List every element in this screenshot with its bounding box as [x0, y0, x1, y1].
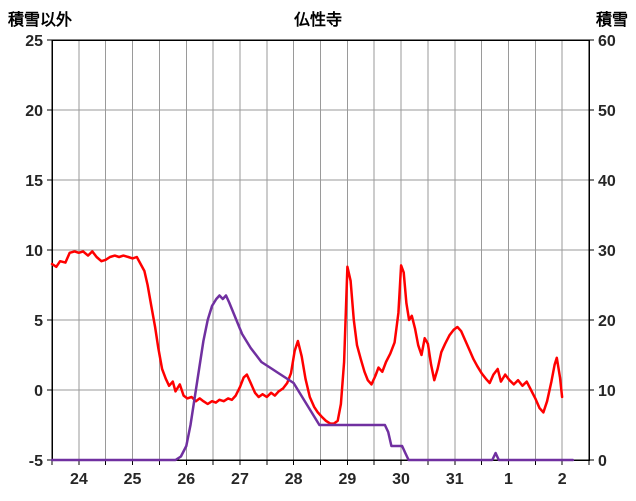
right-axis-tick-label: 60	[598, 33, 616, 50]
left-axis-tick-label: 0	[34, 383, 43, 400]
right-axis-tick-label: 0	[598, 453, 607, 470]
right-axis-tick-label: 10	[598, 383, 616, 400]
x-axis-tick-label: 30	[392, 471, 410, 488]
plot-border	[51, 39, 590, 461]
x-axis-tick-label: 25	[124, 471, 142, 488]
x-axis-tick-label: 29	[338, 471, 356, 488]
left-axis-tick-label: 10	[25, 243, 43, 260]
right-axis-tick-label: 40	[598, 173, 616, 190]
other-series-line	[50, 250, 564, 425]
right-axis-tick-label: 50	[598, 103, 616, 120]
left-axis-tick-label: 15	[25, 173, 43, 190]
chart-title: 仏性寺	[293, 12, 342, 29]
x-axis-tick-label: 26	[177, 471, 195, 488]
right-axis-title: 積雪	[595, 12, 628, 29]
left-axis-tick-label: 20	[25, 103, 43, 120]
axis-labels: -5 0 5 10 15 20 25 0 10 20 30 40 50 60 24 25 26 27 28 29 30 3…	[25, 33, 616, 488]
left-axis-tick-label: 5	[34, 313, 43, 330]
right-axis-tick-label: 30	[598, 243, 616, 260]
left-axis-title: 積雪以外	[8, 12, 73, 29]
left-axis-tick-label: 25	[25, 33, 43, 50]
x-axis-tick-label: 28	[285, 471, 303, 488]
snow-series-line	[50, 294, 575, 462]
left-axis-tick-label: -5	[29, 453, 43, 470]
x-axis-tick-label: 27	[231, 471, 249, 488]
x-axis-tick-label: 1	[504, 471, 513, 488]
x-axis-tick-label: 24	[70, 471, 88, 488]
x-axis-tick-label: 31	[446, 471, 464, 488]
x-axis-tick-label: 2	[558, 471, 567, 488]
right-axis-tick-label: 20	[598, 313, 616, 330]
gridlines	[52, 40, 589, 460]
